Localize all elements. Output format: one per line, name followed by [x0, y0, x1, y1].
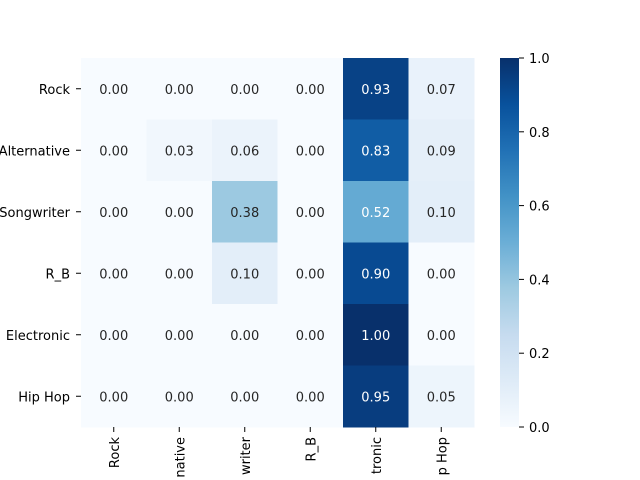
cell-value-label: 0.00 [99, 206, 128, 221]
heatmap-cell [81, 181, 147, 243]
heatmap-cell [212, 304, 278, 366]
heatmap-cell [343, 242, 409, 305]
column-tick-label: Rock [108, 437, 123, 469]
cell-value-label: 0.90 [361, 267, 390, 282]
colorbar-tick-label: 0.8 [529, 126, 550, 141]
heatmap-cell [146, 304, 213, 366]
cell-value-label: 0.00 [99, 267, 128, 282]
column-tick-label: tronic [370, 437, 385, 474]
heatmap-cell [212, 181, 278, 243]
cell-value-label: 0.00 [99, 329, 128, 344]
cell-value-label: 0.00 [296, 329, 325, 344]
heatmap-cell [277, 242, 344, 305]
cell-value-label: 0.00 [296, 83, 325, 98]
cell-value-label: 0.95 [361, 390, 390, 405]
heatmap-cell [81, 58, 147, 120]
row-tick-label: Songwriter [0, 206, 71, 221]
colorbar-tick-label: 0.0 [529, 421, 550, 436]
heatmap-cell [146, 242, 213, 305]
cell-value-label: 0.10 [427, 206, 456, 221]
cell-value-label: 0.05 [427, 390, 456, 405]
cell-value-label: 0.93 [361, 83, 390, 98]
heatmap-cell [408, 58, 475, 120]
cell-value-label: 0.03 [165, 144, 194, 159]
cell-value-label: 0.00 [165, 329, 194, 344]
cell-value-label: 0.07 [427, 83, 456, 98]
heatmap-cell [212, 242, 278, 305]
cell-value-label: 0.00 [427, 329, 456, 344]
cell-value-label: 0.00 [165, 83, 194, 98]
heatmap-cell [277, 58, 344, 120]
row-tick-label: R_B [46, 267, 70, 282]
heatmap-cell [408, 119, 475, 182]
cell-value-label: 0.00 [230, 390, 259, 405]
heatmap-cell [81, 119, 147, 182]
cell-value-label: 0.00 [296, 390, 325, 405]
cell-value-label: 0.00 [296, 206, 325, 221]
row-tick-label: Alternative [0, 144, 70, 159]
colorbar-tick-label: 0.6 [529, 200, 550, 215]
colorbar-gradient [500, 58, 519, 427]
heatmap-cell [81, 365, 147, 428]
cell-value-label: 0.00 [99, 390, 128, 405]
heatmap-cell [146, 119, 213, 182]
heatmap-cell [81, 242, 147, 305]
colorbar-ticks: 0.0 0.2 0.4 0.6 0.8 1.0 [519, 52, 550, 436]
colorbar-tick-label: 0.4 [529, 273, 550, 288]
cell-value-label: 0.00 [99, 144, 128, 159]
heatmap-cell [408, 242, 475, 305]
column-tick-label: writer [239, 436, 254, 475]
cell-value-label: 0.38 [230, 206, 259, 221]
heatmap-cell [343, 58, 409, 120]
cell-value-label: 0.52 [361, 206, 390, 221]
column-tick-label: R_B [304, 437, 319, 461]
heatmap-cell [146, 181, 213, 243]
heatmap-cell [408, 181, 475, 243]
cell-value-label: 0.00 [427, 267, 456, 282]
heatmap-cell [343, 365, 409, 428]
heatmap-cell [146, 58, 213, 120]
cell-value-label: 0.00 [296, 144, 325, 159]
cell-value-label: 0.06 [230, 144, 259, 159]
heatmap-cell [408, 365, 475, 428]
cell-value-label: 0.00 [230, 83, 259, 98]
heatmap-cell [146, 365, 213, 428]
heatmap-cell [212, 119, 278, 182]
column-tick-labels: Rock native writer R_B tronic p Hop [108, 427, 450, 478]
heatmap-cell [212, 58, 278, 120]
colorbar-tick-label: 0.2 [529, 347, 550, 362]
cell-value-label: 0.00 [296, 267, 325, 282]
row-tick-label: Rock [39, 83, 71, 98]
cell-value-label: 1.00 [361, 329, 390, 344]
cell-value-label: 0.00 [230, 329, 259, 344]
heatmap-cell [343, 181, 409, 243]
colorbar-tick-label: 1.0 [529, 52, 550, 67]
row-tick-label: Hip Hop [18, 390, 70, 405]
colorbar: 0.0 0.2 0.4 0.6 0.8 1.0 [500, 52, 550, 436]
row-tick-label: Electronic [6, 329, 70, 344]
cell-value-label: 0.83 [361, 144, 390, 159]
heatmap-cell [212, 365, 278, 428]
cell-value-label: 0.00 [165, 390, 194, 405]
row-tick-labels: Rock Alternative Songwriter R_B Electronic Hi… [0, 83, 81, 405]
cell-value-label: 0.00 [165, 206, 194, 221]
heatmap-cell [277, 119, 344, 182]
heatmap-cell [408, 304, 475, 366]
cell-value-label: 0.00 [99, 83, 128, 98]
heatmap-cell [277, 181, 344, 243]
heatmap-cell [343, 119, 409, 182]
cell-value-label: 0.00 [165, 267, 194, 282]
heatmap-cell [81, 304, 147, 366]
heatmap-cell [343, 304, 409, 366]
heatmap-cell [277, 365, 344, 428]
heatmap-cell [277, 304, 344, 366]
column-tick-label: p Hop [435, 437, 450, 475]
column-tick-label: native [173, 437, 188, 478]
heatmap-cells: 0.00 0.00 0.00 0.00 0.93 0.07 0.00 0.03 0.06 0.00… [81, 58, 475, 428]
cell-value-label: 0.09 [427, 144, 456, 159]
cell-value-label: 0.10 [230, 267, 259, 282]
